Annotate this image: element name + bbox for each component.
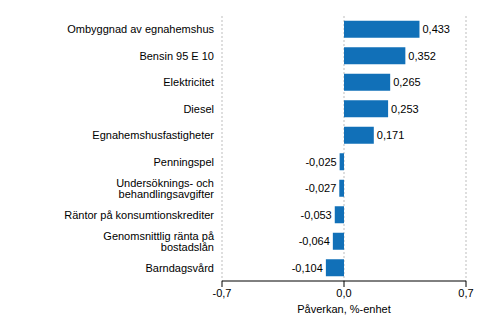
svg-text:-0,064: -0,064 <box>299 235 330 247</box>
svg-text:-0,027: -0,027 <box>305 182 336 194</box>
svg-text:Räntor på konsumtionskrediter: Räntor på konsumtionskrediter <box>64 209 214 221</box>
svg-text:0,352: 0,352 <box>408 50 436 62</box>
svg-text:0,253: 0,253 <box>391 103 419 115</box>
svg-text:0,265: 0,265 <box>393 76 421 88</box>
svg-text:-0,104: -0,104 <box>292 262 323 274</box>
svg-text:0,7: 0,7 <box>458 287 473 299</box>
svg-text:-0,053: -0,053 <box>301 209 332 221</box>
svg-text:0,0: 0,0 <box>336 287 351 299</box>
svg-text:0,433: 0,433 <box>422 23 450 35</box>
svg-text:Penningspel: Penningspel <box>153 156 214 168</box>
svg-text:Genomsnittlig ränta påbostadsl: Genomsnittlig ränta påbostadslån <box>103 230 215 253</box>
svg-text:Undersöknings- ochbehandlingsa: Undersöknings- ochbehandlingsavgifter <box>116 177 214 200</box>
svg-text:Bensin 95 E 10: Bensin 95 E 10 <box>139 50 214 62</box>
svg-text:Elektricitet: Elektricitet <box>163 76 214 88</box>
svg-text:Påverkan, %-enhet: Påverkan, %-enhet <box>297 303 391 315</box>
svg-text:Egnahemshusfastigheter: Egnahemshusfastigheter <box>92 129 214 141</box>
svg-text:-0,7: -0,7 <box>213 287 232 299</box>
svg-text:Ombyggnad av egnahemshus: Ombyggnad av egnahemshus <box>67 23 214 35</box>
svg-text:Diesel: Diesel <box>183 103 214 115</box>
svg-text:-0,025: -0,025 <box>305 156 336 168</box>
svg-text:0,171: 0,171 <box>377 129 405 141</box>
svg-text:Barndagsvård: Barndagsvård <box>146 262 215 274</box>
